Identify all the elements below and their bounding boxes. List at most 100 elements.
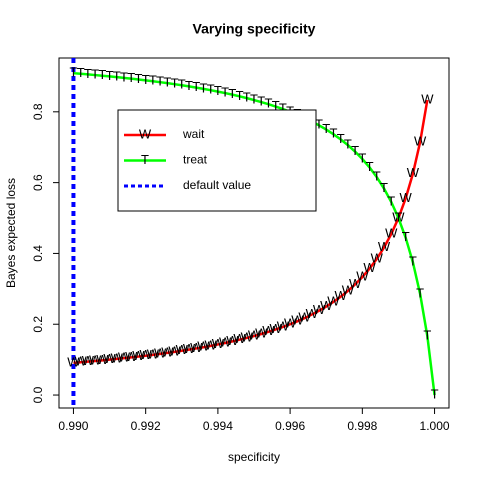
point-marker: T xyxy=(257,93,265,108)
point-marker: T xyxy=(127,70,135,85)
point-marker: W xyxy=(161,344,174,359)
point-marker: T xyxy=(221,85,229,100)
point-marker: T xyxy=(358,150,366,165)
point-marker: T xyxy=(91,67,99,82)
point-marker: T xyxy=(373,169,381,184)
point-marker: T xyxy=(272,98,280,113)
point-marker: W xyxy=(190,340,203,355)
point-marker: T xyxy=(431,386,439,401)
point-marker: W xyxy=(306,306,319,321)
point-marker: W xyxy=(270,321,283,336)
y-tick-label: 0.2 xyxy=(31,316,45,333)
point-marker: T xyxy=(387,193,395,208)
point-marker: T xyxy=(380,180,388,195)
point-marker: W xyxy=(212,336,225,351)
legend-label: wait xyxy=(182,127,205,141)
point-marker: W xyxy=(349,276,362,291)
point-marker: T xyxy=(394,209,402,224)
y-tick-label: 0.6 xyxy=(31,174,45,191)
plot-frame xyxy=(58,57,450,409)
point-marker: W xyxy=(154,345,167,360)
legend-label: default value xyxy=(183,178,251,192)
point-marker: T xyxy=(120,69,128,84)
point-marker: T xyxy=(178,77,186,92)
point-marker: W xyxy=(371,250,384,265)
point-marker: T xyxy=(279,101,287,116)
point-marker: T xyxy=(199,80,207,95)
point-marker: T xyxy=(149,73,157,88)
point-marker: W xyxy=(147,346,160,361)
point-marker: T xyxy=(409,254,417,269)
point-marker: W xyxy=(335,288,348,303)
point-marker: W xyxy=(400,190,413,205)
x-axis-label: specificity xyxy=(228,450,280,464)
point-marker: W xyxy=(298,310,311,325)
point-marker: W xyxy=(103,351,116,366)
point-marker: T xyxy=(366,159,374,174)
point-marker: T xyxy=(98,67,106,82)
y-tick-label: 0.0 xyxy=(31,386,45,403)
point-marker: W xyxy=(414,134,427,149)
point-marker: W xyxy=(385,226,398,241)
point-marker: T xyxy=(250,91,258,106)
point-marker: W xyxy=(82,353,95,368)
point-marker: T xyxy=(171,76,179,91)
point-marker: W xyxy=(140,347,153,362)
point-marker: W xyxy=(168,343,181,358)
point-marker: T xyxy=(113,69,121,84)
series-line xyxy=(73,99,429,365)
point-marker: T xyxy=(228,86,236,101)
point-marker: W xyxy=(219,334,232,349)
x-tick-label: 0.990 xyxy=(58,419,88,433)
x-tick-label: 0.994 xyxy=(203,419,233,433)
y-axis-label: Bayes expected loss xyxy=(4,178,18,288)
point-marker: W xyxy=(327,293,340,308)
point-marker: W xyxy=(233,331,246,346)
point-marker: W xyxy=(363,260,376,275)
point-marker: W xyxy=(248,327,261,342)
point-marker: W xyxy=(96,352,109,367)
y-tick-label: 0.4 xyxy=(31,245,45,262)
point-marker: W xyxy=(342,282,355,297)
x-tick-label: 0.998 xyxy=(347,419,377,433)
point-marker: T xyxy=(243,90,251,105)
point-marker: T xyxy=(84,66,92,81)
point-marker: W xyxy=(89,352,102,367)
plot-area: WWWWWWWWWWWWWWWWWWWWWWWWWWWWWWWWWWWWWWWW… xyxy=(67,58,439,408)
point-marker: T xyxy=(337,131,345,146)
point-marker: W xyxy=(262,323,275,338)
y-tick-label: 0.8 xyxy=(31,103,45,120)
point-marker: W xyxy=(118,350,131,365)
point-marker: W xyxy=(205,337,218,352)
x-tick-label: 0.996 xyxy=(275,419,305,433)
point-marker: W xyxy=(75,354,88,369)
point-marker: T xyxy=(416,285,424,300)
point-marker: W xyxy=(241,329,254,344)
point-marker: W xyxy=(197,339,210,354)
point-marker: W xyxy=(226,333,239,348)
legend-label: treat xyxy=(183,153,208,167)
point-marker: W xyxy=(132,348,145,363)
point-marker: W xyxy=(378,239,391,254)
x-tick-label: 0.992 xyxy=(131,419,161,433)
point-marker: T xyxy=(134,71,142,86)
point-marker: W xyxy=(125,349,138,364)
point-marker: W xyxy=(320,298,333,313)
point-marker: W xyxy=(284,316,297,331)
point-marker: T xyxy=(264,96,272,111)
point-marker: T xyxy=(344,137,352,152)
legend-marker: T xyxy=(141,152,149,167)
point-marker: W xyxy=(255,325,268,340)
point-marker: W xyxy=(111,350,124,365)
point-marker: T xyxy=(142,72,150,87)
point-marker: T xyxy=(207,82,215,97)
point-marker: W xyxy=(67,354,80,369)
point-marker: T xyxy=(185,78,193,93)
point-marker: T xyxy=(315,117,323,132)
chart-title: Varying specificity xyxy=(193,21,316,37)
point-marker: T xyxy=(402,229,410,244)
point-marker: T xyxy=(69,65,77,80)
point-marker: T xyxy=(214,83,222,98)
